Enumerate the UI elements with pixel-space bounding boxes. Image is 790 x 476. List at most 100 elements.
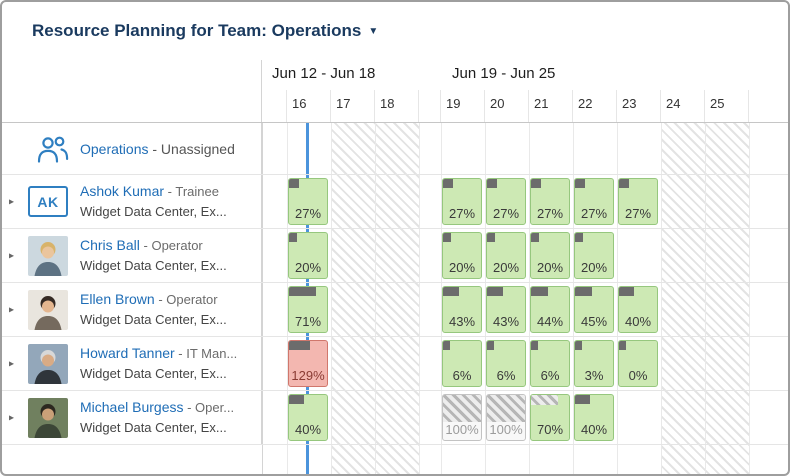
person-info: Ashok Kumar - Trainee Widget Data Center,… (80, 181, 258, 222)
allocation-cell[interactable]: 6% (486, 340, 526, 387)
allocation-cell[interactable]: 71% (288, 286, 328, 333)
allocation-cell[interactable]: 20% (574, 232, 614, 279)
allocation-bar (487, 287, 504, 296)
allocation-bar (289, 395, 305, 404)
week-label: Jun 12 - Jun 18 (272, 65, 376, 82)
allocation-cell[interactable]: 44% (530, 286, 570, 333)
person-row: ▸ Michael Burgess - Oper... Widget Data Ce… (2, 391, 788, 445)
expand-arrow-icon[interactable]: ▸ (9, 358, 15, 369)
allocation-cell[interactable]: 70% (530, 394, 570, 441)
allocation-cell[interactable]: 20% (530, 232, 570, 279)
allocation-cell[interactable]: 6% (442, 340, 482, 387)
column-divider (286, 90, 287, 122)
person-name-link[interactable]: Howard Tanner (80, 345, 175, 361)
person-name-link[interactable]: Ashok Kumar (80, 183, 165, 199)
timeline-header: Jun 12 - Jun 18 Jun 19 - Jun 25 16 17 18 19 20… (2, 60, 788, 123)
allocation-label: 20% (448, 260, 476, 275)
allocation-label: 100% (445, 422, 479, 437)
allocation-cell[interactable]: 27% (530, 178, 570, 225)
expand-arrow-icon[interactable]: ▸ (9, 250, 15, 261)
person-role: - Oper... (183, 400, 235, 415)
allocation-cell[interactable]: 3% (574, 340, 614, 387)
person-line1: Ashok Kumar - Trainee (80, 181, 258, 202)
team-row: Operations - Unassigned (2, 123, 788, 175)
allocation-label: 27% (448, 206, 476, 221)
allocation-label: 6% (540, 368, 560, 383)
row-timeline: 40% 100% 100% 70% 40% (262, 391, 788, 444)
person-name-link[interactable]: Chris Ball (80, 237, 140, 253)
expand-arrow-icon[interactable]: ▸ (9, 304, 15, 315)
avatar-photo (28, 290, 68, 330)
allocation-cell[interactable]: 43% (486, 286, 526, 333)
person-info: Michael Burgess - Oper... Widget Data Cen… (80, 397, 258, 438)
allocation-cell[interactable]: 27% (288, 178, 328, 225)
allocation-cell[interactable]: 27% (574, 178, 614, 225)
allocation-label: 6% (452, 368, 472, 383)
person-org: Widget Data Center, Ex... (80, 366, 227, 381)
avatar-photo (28, 344, 68, 384)
expand-arrow-icon[interactable]: ▸ (9, 196, 15, 207)
allocation-bar (289, 179, 300, 188)
allocation-cell[interactable]: 129% (288, 340, 328, 387)
allocation-cell[interactable]: 20% (486, 232, 526, 279)
allocation-label: 70% (536, 422, 564, 437)
allocation-bar (443, 287, 460, 296)
person-row: ▸ AK Ashok Kumar - Trainee Widget Data Cent… (2, 175, 788, 229)
column-divider (418, 90, 419, 122)
allocation-cell[interactable]: 40% (574, 394, 614, 441)
day-label: 22 (578, 96, 593, 111)
allocation-cell[interactable]: 27% (618, 178, 658, 225)
person-org: Widget Data Center, Ex... (80, 420, 227, 435)
allocation-bar (575, 287, 593, 296)
allocation-cell[interactable]: 40% (288, 394, 328, 441)
allocation-cell[interactable]: 6% (530, 340, 570, 387)
row-info: ▸ AK Ashok Kumar - Trainee Widget Data Cent… (2, 175, 262, 228)
day-label: 19 (446, 96, 461, 111)
day-label: 17 (336, 96, 351, 111)
avatar-photo (28, 236, 68, 276)
allocation-bar (443, 179, 454, 188)
allocation-cell[interactable]: 0% (618, 340, 658, 387)
team-name-link[interactable]: Operations (80, 140, 149, 157)
allocation-bar (531, 287, 548, 296)
allocation-label: 44% (536, 314, 564, 329)
person-role: - Trainee (164, 184, 219, 199)
allocation-cell[interactable]: 43% (442, 286, 482, 333)
person-row: ▸ Ellen Brown - Operator Widget Data Cente… (2, 283, 788, 337)
allocation-bar (289, 233, 297, 242)
allocation-label: 100% (489, 422, 523, 437)
allocation-label: 27% (580, 206, 608, 221)
row-info: ▸ Howard Tanner - IT Man... Widget Data Ce… (2, 337, 262, 390)
allocation-cell[interactable]: 45% (574, 286, 614, 333)
team-people-icon (35, 134, 69, 164)
day-label: 18 (380, 96, 395, 111)
allocation-bar (575, 395, 591, 404)
row-info: ▸ Ellen Brown - Operator Widget Data Cente… (2, 283, 262, 336)
row-info: ▸ Chris Ball - Operator Widget Data Center… (2, 229, 262, 282)
person-line1: Ellen Brown - Operator (80, 289, 258, 310)
allocation-cell[interactable]: 27% (442, 178, 482, 225)
person-row: ▸ Chris Ball - Operator Widget Data Center… (2, 229, 788, 283)
allocation-label: 27% (492, 206, 520, 221)
day-label: 20 (490, 96, 505, 111)
allocation-cell[interactable]: 27% (486, 178, 526, 225)
allocation-cell[interactable]: 20% (288, 232, 328, 279)
person-role: - IT Man... (174, 346, 238, 361)
person-row: ▸ Howard Tanner - IT Man... Widget Data Ce… (2, 337, 788, 391)
allocation-cell[interactable]: 100% (486, 394, 526, 441)
person-name-link[interactable]: Ellen Brown (80, 291, 155, 307)
allocation-cell[interactable]: 40% (618, 286, 658, 333)
team-selector-caret-icon[interactable]: ▼ (368, 25, 379, 37)
allocation-bar (443, 233, 451, 242)
person-info: Ellen Brown - Operator Widget Data Center… (80, 289, 258, 330)
person-name-link[interactable]: Michael Burgess (80, 399, 184, 415)
allocation-bar (487, 179, 498, 188)
day-label: 21 (534, 96, 549, 111)
allocation-label: 43% (492, 314, 520, 329)
header-left-spacer (2, 60, 262, 122)
expand-arrow-icon[interactable]: ▸ (9, 412, 15, 423)
allocation-cell[interactable]: 100% (442, 394, 482, 441)
allocation-cell[interactable]: 20% (442, 232, 482, 279)
person-role: - Operator (139, 238, 203, 253)
